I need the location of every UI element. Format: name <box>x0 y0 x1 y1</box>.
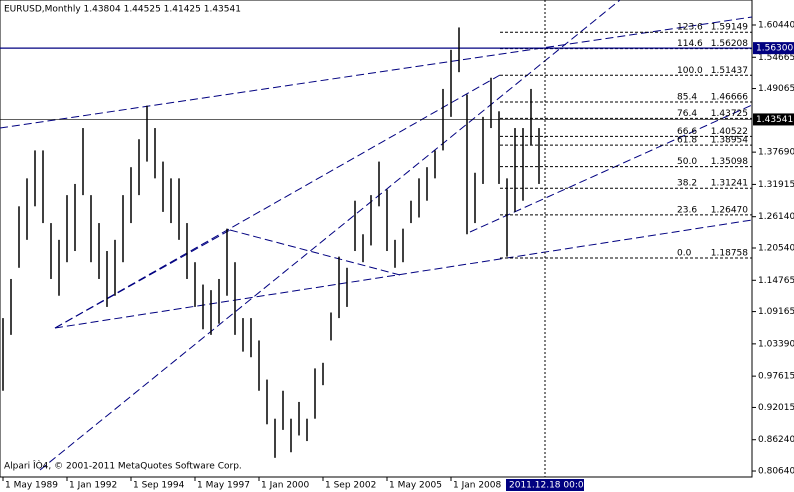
y-tick-label: 1.37690 <box>758 148 794 158</box>
fibo-level: 85.4 <box>677 92 697 102</box>
fibo-price: 1.59149 <box>711 23 748 33</box>
fibo-price: 1.38954 <box>711 136 748 146</box>
trendline <box>39 0 621 471</box>
x-tick-label: 1 May 2005 <box>389 481 442 491</box>
fibo-price: 1.51437 <box>711 66 748 76</box>
cursor-label: 2011.12.18 00:00 <box>509 481 590 491</box>
fibo-level: 123.6 <box>677 23 703 33</box>
fibo-level: 23.6 <box>677 205 697 215</box>
fibo-level: 114.6 <box>677 39 703 49</box>
copyright: Alpari ÎÒ4, © 2001-2011 MetaQuotes Softw… <box>4 460 242 472</box>
y-tick-label: 0.80640 <box>758 467 794 477</box>
trendline <box>469 104 753 233</box>
y-tick-label: 0.86240 <box>758 435 794 445</box>
y-tick-label: 1.31915 <box>758 180 794 190</box>
price-label: 1.43541 <box>756 115 793 125</box>
x-tick-label: 1 Sep 1994 <box>133 481 185 491</box>
fibo-price: 1.46666 <box>711 92 748 102</box>
x-tick-label: 1 Jan 2000 <box>261 481 309 491</box>
y-tick-label: 1.03390 <box>758 339 794 349</box>
fibo-price: 1.40522 <box>711 127 748 137</box>
price-label: 1.56300 <box>756 44 793 54</box>
fibo-price: 1.18758 <box>711 248 748 258</box>
trendline <box>54 74 501 329</box>
plot-frame <box>0 0 753 478</box>
fibo-price: 1.56208 <box>711 39 748 49</box>
y-tick-label: 1.49065 <box>758 84 794 94</box>
fibo-level: 0.0 <box>677 248 692 258</box>
x-tick-label: 1 Jan 2008 <box>453 481 501 491</box>
fibo-price: 1.26470 <box>711 205 748 215</box>
fibo-price: 1.35098 <box>711 157 748 167</box>
chart-title: EURUSD,Monthly 1.43804 1.44525 1.41425 1… <box>4 5 241 15</box>
fibo-level: 100.0 <box>677 66 703 76</box>
fibo-price: 1.31241 <box>711 179 748 189</box>
x-tick-label: 1 Jan 1992 <box>69 481 117 491</box>
fibo-level: 76.4 <box>677 109 697 119</box>
trendline <box>54 219 753 329</box>
trendlines <box>0 0 753 477</box>
y-tick-label: 1.60440 <box>758 20 794 30</box>
trendline <box>229 229 401 276</box>
y-tick-label: 1.26140 <box>758 212 794 222</box>
y-tick-label: 0.92015 <box>758 403 794 413</box>
fibo-level: 50.0 <box>677 157 697 167</box>
y-tick-label: 0.97615 <box>758 372 794 382</box>
fibo-level: 61.8 <box>677 136 697 146</box>
fibo-level: 38.2 <box>677 179 697 189</box>
x-tick-label: 1 Sep 2002 <box>325 481 376 491</box>
price-box <box>753 42 794 55</box>
trendline <box>54 229 231 329</box>
trendline <box>0 16 753 129</box>
cursor-box <box>506 479 584 491</box>
y-tick-label: 1.14765 <box>758 276 794 286</box>
x-tick-label: 1 May 1989 <box>5 481 58 491</box>
y-tick-label: 1.20540 <box>758 244 794 254</box>
y-tick-label: 1.54665 <box>758 53 794 63</box>
fibo-price: 1.43725 <box>711 109 748 119</box>
price-box <box>753 113 794 126</box>
x-tick-label: 1 May 1997 <box>197 481 250 491</box>
fibo-level: 66.6 <box>677 127 697 137</box>
y-tick-label: 1.09165 <box>758 307 794 317</box>
